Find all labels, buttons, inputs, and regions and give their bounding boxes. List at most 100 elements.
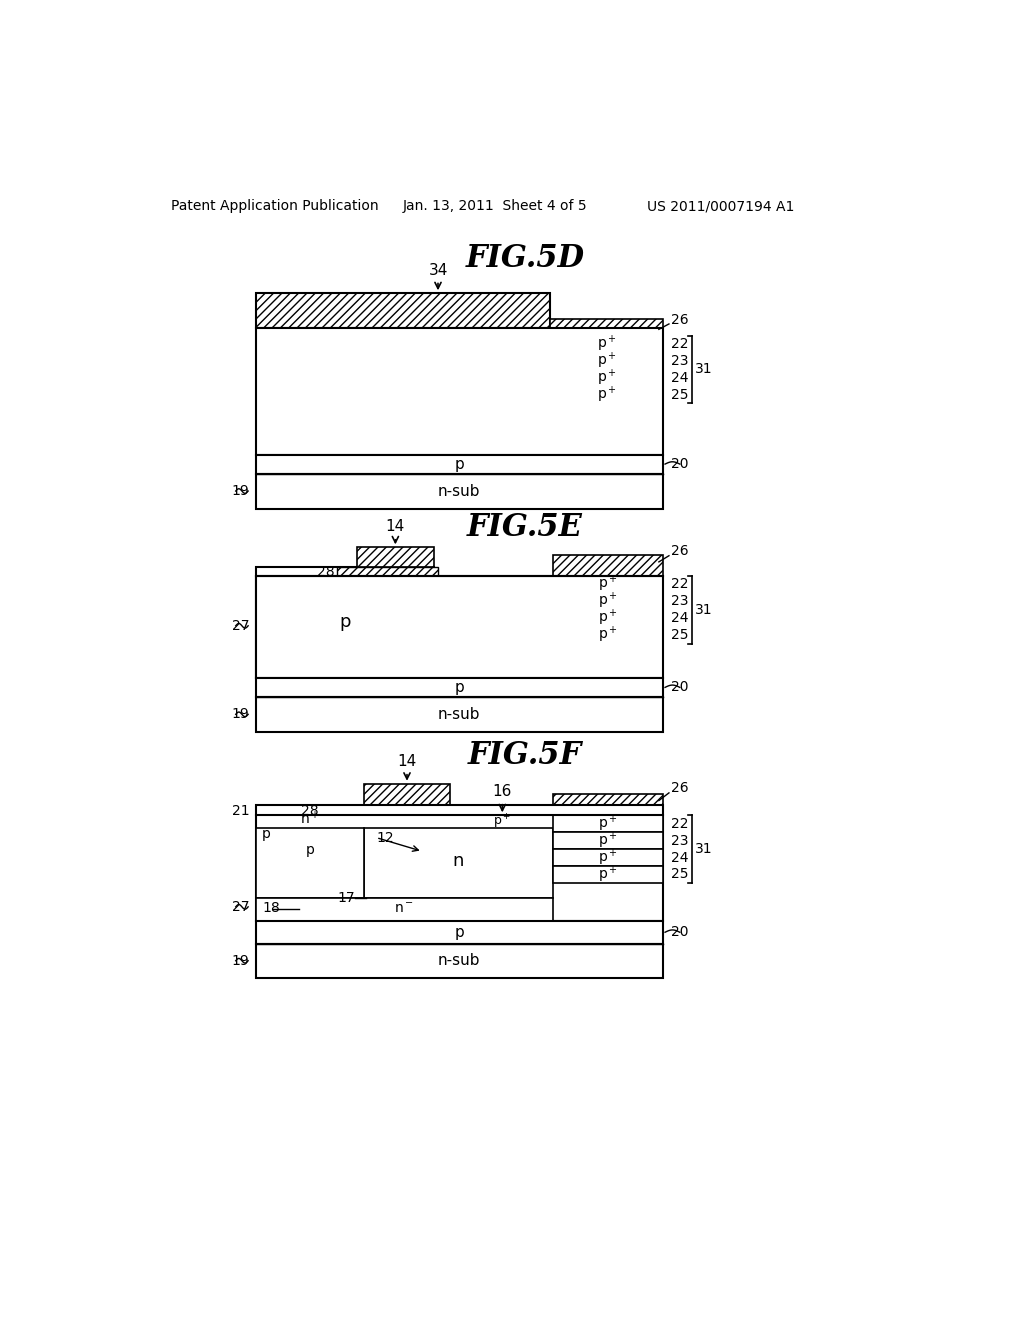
Bar bbox=[256, 566, 434, 678]
Text: p$^+$: p$^+$ bbox=[598, 574, 617, 594]
Text: 31: 31 bbox=[695, 842, 713, 857]
Bar bbox=[256, 921, 663, 944]
Text: n-sub: n-sub bbox=[438, 953, 480, 969]
Text: 23: 23 bbox=[671, 594, 688, 609]
Text: FIG.5F: FIG.5F bbox=[468, 739, 582, 771]
Text: 28: 28 bbox=[317, 565, 335, 579]
Text: 12: 12 bbox=[376, 830, 393, 845]
Text: 31: 31 bbox=[695, 363, 713, 376]
Bar bbox=[553, 610, 663, 627]
Text: p$^+$: p$^+$ bbox=[598, 847, 617, 867]
Text: n$^-$: n$^-$ bbox=[394, 902, 415, 916]
Text: 14: 14 bbox=[386, 519, 406, 543]
Text: p$^+$: p$^+$ bbox=[597, 334, 616, 354]
Text: FIG.5E: FIG.5E bbox=[467, 512, 583, 544]
Text: 19: 19 bbox=[231, 954, 250, 968]
Bar bbox=[256, 293, 550, 327]
Bar bbox=[550, 318, 663, 335]
Text: p$^+$: p$^+$ bbox=[597, 368, 616, 388]
Text: n-sub: n-sub bbox=[438, 483, 480, 499]
Bar bbox=[256, 576, 663, 678]
Text: p$^+$: p$^+$ bbox=[598, 813, 617, 834]
Text: 22: 22 bbox=[671, 577, 688, 591]
Text: 25: 25 bbox=[671, 867, 688, 882]
Text: 24: 24 bbox=[671, 371, 688, 385]
Bar bbox=[256, 455, 663, 474]
Text: 26: 26 bbox=[671, 781, 688, 795]
Bar bbox=[553, 576, 663, 593]
Text: 21: 21 bbox=[232, 804, 250, 818]
Text: n-sub: n-sub bbox=[438, 706, 480, 722]
Text: n$^+$: n$^+$ bbox=[300, 809, 321, 826]
Text: 23: 23 bbox=[671, 834, 688, 847]
Text: US 2011/0007194 A1: US 2011/0007194 A1 bbox=[647, 199, 795, 213]
Text: 16: 16 bbox=[493, 784, 512, 810]
Bar bbox=[337, 566, 438, 576]
Bar bbox=[365, 829, 553, 898]
Text: 14: 14 bbox=[397, 754, 417, 779]
Text: p: p bbox=[455, 680, 464, 694]
Text: p$^+$: p$^+$ bbox=[598, 830, 617, 851]
Bar bbox=[321, 805, 452, 816]
Text: n: n bbox=[453, 851, 464, 870]
Bar bbox=[553, 832, 663, 849]
Bar bbox=[553, 816, 663, 832]
Text: p: p bbox=[455, 925, 464, 940]
Bar bbox=[256, 805, 663, 921]
Text: 27: 27 bbox=[232, 900, 250, 913]
Text: 20: 20 bbox=[671, 925, 688, 940]
Text: 31: 31 bbox=[695, 603, 713, 616]
Bar bbox=[452, 816, 553, 829]
Bar bbox=[256, 944, 663, 978]
Text: FIG.5D: FIG.5D bbox=[465, 243, 585, 275]
Bar bbox=[553, 554, 663, 576]
Text: 18: 18 bbox=[262, 900, 280, 915]
Bar bbox=[553, 593, 663, 610]
Text: 19: 19 bbox=[231, 708, 250, 721]
Text: p$^+$: p$^+$ bbox=[494, 812, 511, 830]
Text: p$^+$: p$^+$ bbox=[598, 865, 617, 884]
Text: p$^+$: p$^+$ bbox=[597, 384, 616, 405]
Text: 24: 24 bbox=[671, 611, 688, 626]
Bar bbox=[550, 352, 663, 370]
Text: p$^+$: p$^+$ bbox=[598, 624, 617, 645]
Text: 17: 17 bbox=[338, 891, 355, 904]
Text: 28: 28 bbox=[301, 804, 318, 817]
Text: 25: 25 bbox=[671, 388, 688, 401]
Text: 25: 25 bbox=[671, 628, 688, 642]
Text: 19: 19 bbox=[231, 484, 250, 498]
Text: 34: 34 bbox=[428, 263, 447, 289]
Text: 22: 22 bbox=[671, 817, 688, 830]
Text: 26: 26 bbox=[671, 544, 688, 558]
Bar bbox=[256, 697, 663, 733]
Text: p: p bbox=[262, 828, 271, 841]
Bar bbox=[553, 793, 663, 816]
Bar bbox=[256, 898, 553, 921]
Text: 20: 20 bbox=[671, 680, 688, 694]
Text: 23: 23 bbox=[671, 354, 688, 368]
Bar bbox=[256, 678, 663, 697]
Text: Jan. 13, 2011  Sheet 4 of 5: Jan. 13, 2011 Sheet 4 of 5 bbox=[403, 199, 588, 213]
Text: p$^+$: p$^+$ bbox=[598, 591, 617, 611]
Bar bbox=[256, 829, 365, 898]
Text: 22: 22 bbox=[671, 337, 688, 351]
Text: p: p bbox=[306, 843, 314, 857]
Text: Patent Application Publication: Patent Application Publication bbox=[171, 199, 378, 213]
Text: 20: 20 bbox=[671, 457, 688, 471]
Bar bbox=[550, 335, 663, 352]
Text: 26: 26 bbox=[671, 313, 688, 327]
Bar bbox=[553, 849, 663, 866]
Bar bbox=[553, 627, 663, 644]
Bar bbox=[550, 370, 663, 387]
Text: 27: 27 bbox=[232, 619, 250, 632]
Bar bbox=[256, 474, 663, 508]
Text: p: p bbox=[455, 457, 464, 471]
Bar bbox=[553, 866, 663, 883]
Text: p$^+$: p$^+$ bbox=[598, 609, 617, 628]
Text: 24: 24 bbox=[671, 850, 688, 865]
Bar bbox=[356, 548, 434, 566]
Bar bbox=[550, 387, 663, 404]
Bar bbox=[365, 784, 450, 805]
Bar bbox=[256, 327, 663, 455]
Text: p$^+$: p$^+$ bbox=[597, 351, 616, 371]
